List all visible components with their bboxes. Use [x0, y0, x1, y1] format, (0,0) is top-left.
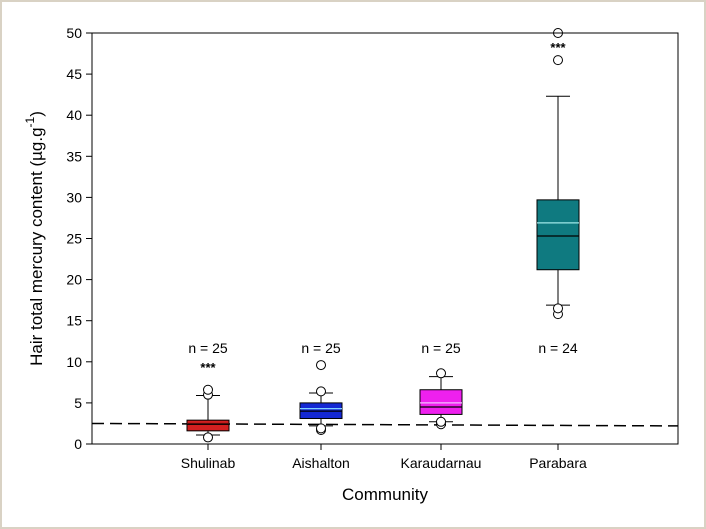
y-axis-title-end: ) — [27, 111, 46, 117]
outlier-point — [316, 360, 326, 371]
n-label: n = 25 — [301, 340, 341, 356]
y-tick-label: 0 — [74, 436, 82, 452]
box-iqr — [536, 199, 580, 271]
box-group-aishalton: n = 25 — [299, 340, 343, 436]
box-group-karaudarnau: n = 25 — [419, 340, 463, 430]
y-tick-label: 40 — [66, 107, 82, 123]
y-tick-label: 15 — [66, 313, 82, 329]
y-axis-title-main: Hair total mercury content (µg.g — [27, 127, 46, 365]
x-tick-label: Karaudarnau — [401, 455, 482, 471]
outlier-point — [316, 423, 326, 434]
n-label: n = 24 — [538, 340, 578, 356]
box-iqr — [186, 419, 230, 432]
y-tick-label: 25 — [66, 231, 82, 247]
y-axis-title-sup: -1 — [23, 116, 37, 127]
x-tick-label: Parabara — [529, 455, 587, 471]
significance-label: *** — [550, 40, 566, 55]
reference-dashed-line — [91, 422, 679, 427]
y-axis-title: Hair total mercury content (µg.g-1) — [23, 111, 46, 366]
x-tick-label: Shulinab — [181, 455, 236, 471]
outlier-point — [553, 303, 563, 314]
n-label: n = 25 — [188, 340, 228, 356]
box-iqr — [419, 389, 463, 415]
significance-label: *** — [200, 360, 216, 375]
y-tick-label: 45 — [66, 66, 82, 82]
outlier-point — [436, 368, 446, 379]
x-axis-title: Community — [342, 485, 428, 504]
outlier-point — [316, 386, 326, 397]
y-tick-label: 30 — [66, 189, 82, 205]
y-tick-label: 50 — [66, 25, 82, 41]
outlier-point — [203, 432, 213, 443]
x-tick-label: Aishalton — [292, 455, 350, 471]
plot-area — [91, 32, 679, 445]
n-label: n = 25 — [421, 340, 461, 356]
box-group-parabara: n = 24 *** — [536, 28, 580, 356]
outlier-point — [553, 55, 563, 66]
outlier-point — [203, 384, 213, 395]
y-tick-label: 10 — [66, 354, 82, 370]
y-tick-label: 20 — [66, 272, 82, 288]
box-group-shulinab: n = 25 *** — [186, 340, 230, 443]
y-tick-label: 35 — [66, 148, 82, 164]
y-tick-label: 5 — [74, 395, 82, 411]
outlier-point — [436, 416, 446, 427]
